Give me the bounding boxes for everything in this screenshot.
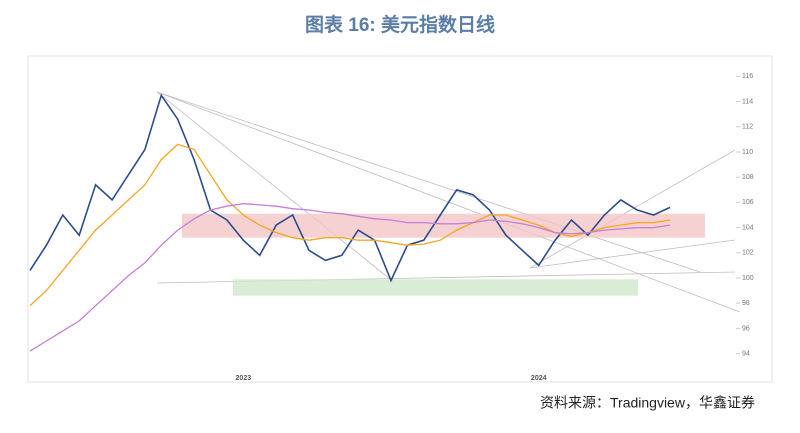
x-tick-label: 2023	[236, 375, 252, 382]
y-tick-label: 114	[742, 98, 753, 105]
y-tick-label: 96	[742, 325, 750, 332]
trend-line	[156, 91, 701, 273]
chart-frame	[27, 55, 773, 383]
y-tick-label: 102	[742, 250, 754, 257]
series-line	[29, 203, 671, 352]
series-line	[29, 93, 671, 283]
series-line	[29, 143, 671, 307]
y-tick-label: 110	[742, 149, 753, 156]
zone	[182, 213, 705, 238]
x-tick-label: 2024	[531, 375, 547, 382]
trend-line	[156, 91, 396, 284]
y-tick-label: 98	[742, 300, 750, 307]
y-tick-label: 112	[742, 124, 753, 131]
trend-line	[529, 239, 736, 269]
chart-title: 图表 16: 美元指数日线	[305, 13, 495, 36]
y-tick-label: 100	[742, 275, 754, 282]
plot: 94 96 98 100 102 104 106 108 110 112 114 116 2023 202…	[29, 73, 754, 382]
trend-line	[529, 149, 736, 269]
y-tick-label: 94	[742, 350, 750, 357]
zone	[233, 279, 638, 296]
y-tick-label: 116	[742, 73, 753, 80]
y-tick-label: 108	[742, 174, 754, 181]
y-tick-label: 106	[742, 199, 754, 206]
y-tick-label: 104	[742, 224, 754, 231]
source-note: 资料来源：Tradingview，华鑫证券	[540, 395, 755, 411]
